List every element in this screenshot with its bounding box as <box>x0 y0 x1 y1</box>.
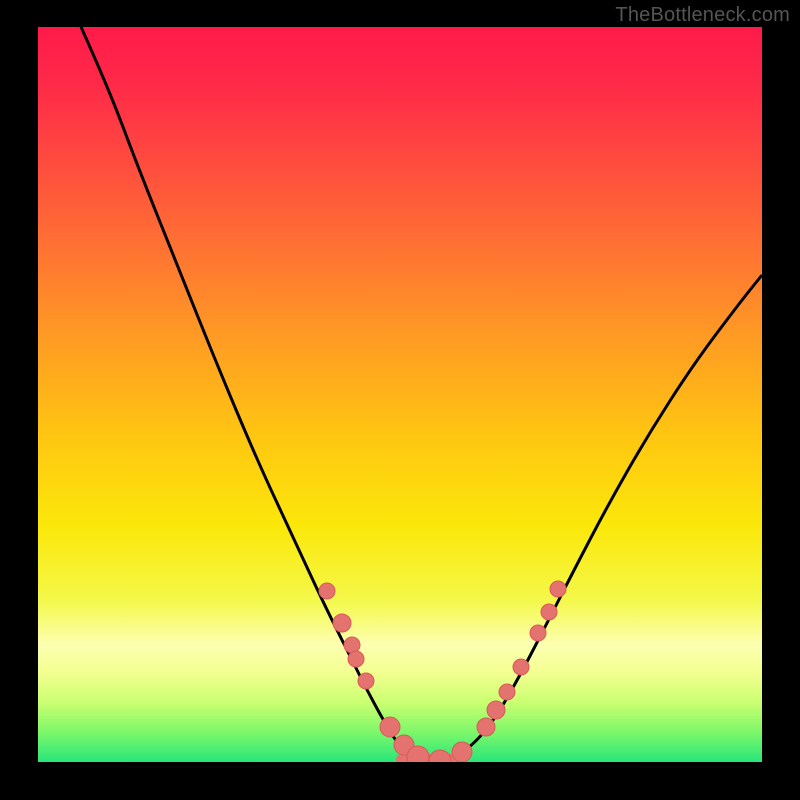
data-marker <box>541 604 557 620</box>
data-marker <box>348 651 364 667</box>
data-marker <box>477 718 495 736</box>
data-markers <box>319 581 566 762</box>
data-marker <box>358 673 374 689</box>
watermark: TheBottleneck.com <box>615 4 790 27</box>
curve-line <box>81 27 762 761</box>
data-marker <box>499 684 515 700</box>
data-marker <box>550 581 566 597</box>
data-marker <box>487 701 505 719</box>
data-marker <box>530 625 546 641</box>
data-marker <box>333 614 351 632</box>
bottleneck-curve-chart <box>38 27 762 762</box>
data-marker <box>380 717 400 737</box>
chart-plot-area <box>38 27 762 762</box>
data-marker <box>319 583 335 599</box>
data-marker <box>344 637 360 653</box>
data-marker <box>452 742 472 762</box>
data-marker <box>429 750 451 762</box>
data-marker <box>513 659 529 675</box>
